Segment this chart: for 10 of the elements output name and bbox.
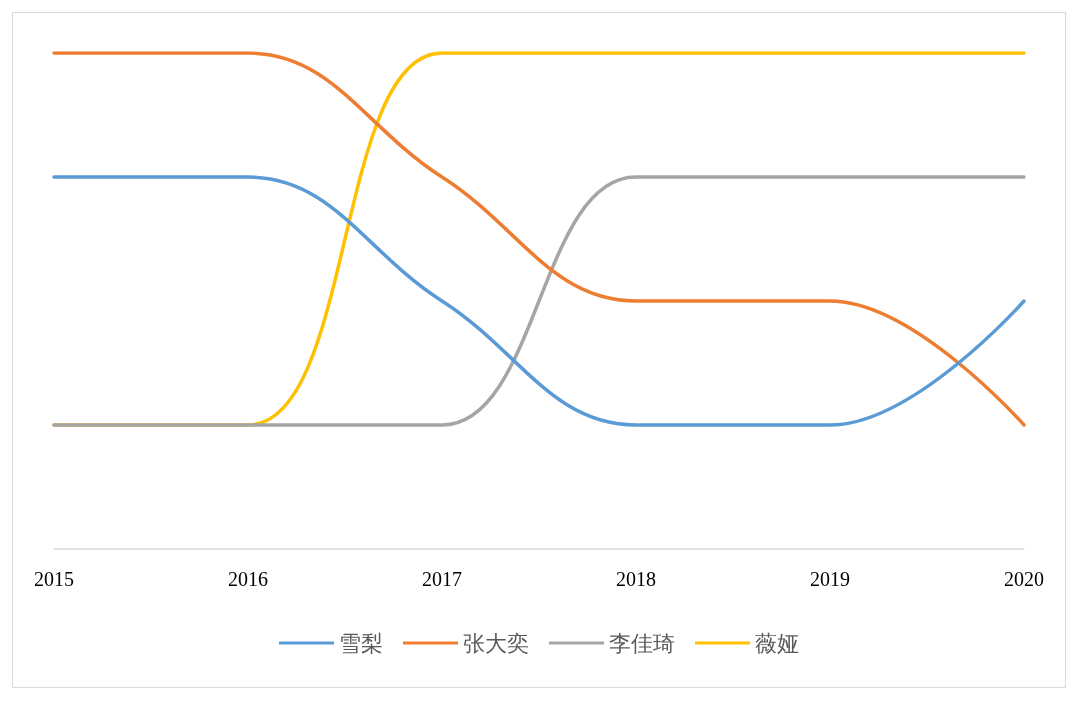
legend-label: 张大奕 [463, 630, 529, 656]
legend-label: 薇娅 [755, 630, 799, 656]
x-tick-label: 2020 [1004, 568, 1044, 590]
legend-label: 李佳琦 [609, 630, 675, 656]
x-tick-label: 2019 [810, 568, 850, 590]
x-tick-label: 2017 [422, 568, 462, 590]
x-tick-label: 2016 [228, 568, 268, 590]
x-tick-label: 2015 [34, 568, 74, 590]
legend-label: 雪梨 [339, 630, 383, 656]
x-tick-label: 2018 [616, 568, 656, 590]
